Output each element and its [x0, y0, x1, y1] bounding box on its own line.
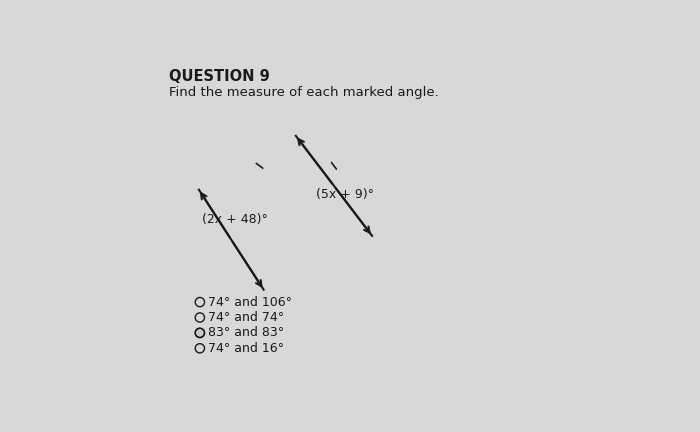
Circle shape	[195, 328, 204, 337]
Text: (2x + 48)°: (2x + 48)°	[202, 213, 268, 226]
Text: 74° and 74°: 74° and 74°	[209, 311, 284, 324]
Text: 74° and 106°: 74° and 106°	[209, 295, 293, 308]
Text: 74° and 16°: 74° and 16°	[209, 342, 284, 355]
Text: QUESTION 9: QUESTION 9	[169, 69, 270, 84]
Text: Find the measure of each marked angle.: Find the measure of each marked angle.	[169, 86, 439, 99]
Text: 83° and 83°: 83° and 83°	[209, 327, 284, 340]
Text: (5x + 9)°: (5x + 9)°	[316, 188, 374, 201]
